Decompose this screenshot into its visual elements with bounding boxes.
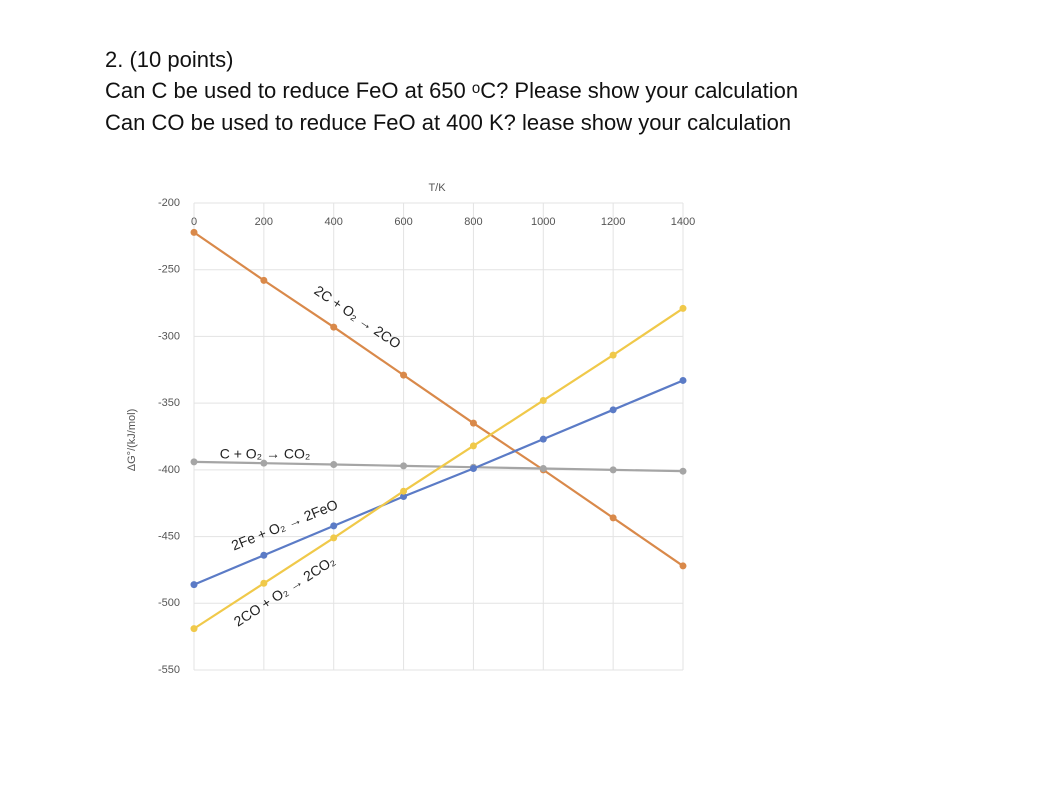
x-tick-label: 200 [255, 216, 273, 228]
question-number: 2. (10 points) [105, 47, 234, 72]
series-line [193, 379, 684, 586]
y-tick-label: -500 [158, 597, 180, 609]
data-point [330, 522, 338, 530]
data-point [260, 459, 268, 467]
data-point [190, 228, 198, 236]
question-line: Can CO be used to reduce FeO at 400 K? l… [105, 110, 792, 135]
x-tick-label: 800 [464, 216, 482, 228]
data-point [330, 323, 338, 331]
data-point [609, 351, 617, 359]
data-point [260, 551, 268, 559]
data-point [190, 581, 198, 589]
y-tick-label: -450 [158, 530, 180, 542]
series-label: 2C + O₂ → 2CO [311, 282, 404, 352]
data-point [539, 465, 547, 473]
y-tick-label: -250 [158, 264, 180, 276]
x-tick-label: 600 [394, 216, 412, 228]
x-tick-label: 0 [191, 216, 197, 228]
data-point [679, 562, 687, 570]
y-axis-title: ΔG°/(kJ/mol) [126, 409, 138, 471]
series-label: C + O₂ → CO₂ [220, 446, 311, 462]
x-tick-label: 1200 [601, 216, 625, 228]
data-point [190, 625, 198, 633]
data-point [679, 467, 687, 475]
series-label: 2CO + O₂ → 2CO₂ [231, 552, 338, 629]
data-point [609, 406, 617, 414]
series-line [193, 307, 684, 630]
data-point [679, 304, 687, 312]
data-point [539, 435, 547, 443]
data-point [469, 465, 477, 473]
data-point [400, 487, 408, 495]
data-point [260, 276, 268, 284]
y-tick-label: -300 [158, 330, 180, 342]
x-tick-label: 400 [325, 216, 343, 228]
data-point [330, 461, 338, 469]
series-line [193, 231, 684, 567]
data-point [400, 493, 408, 501]
series-line [193, 460, 684, 473]
x-axis-title: T/K [428, 182, 446, 194]
y-tick-label: -550 [158, 664, 180, 676]
data-point [469, 442, 477, 450]
data-point [400, 462, 408, 470]
data-point [679, 376, 687, 384]
x-tick-label: 1400 [671, 216, 695, 228]
y-tick-label: -350 [158, 397, 180, 409]
data-point [190, 458, 198, 466]
data-point [609, 514, 617, 522]
data-point [539, 396, 547, 404]
data-point [330, 534, 338, 542]
data-point [400, 371, 408, 379]
x-tick-label: 1000 [531, 216, 555, 228]
y-tick-label: -400 [158, 464, 180, 476]
question-line: Can C be used to reduce FeO at 650 ᵒC? P… [105, 78, 799, 103]
y-tick-label: -200 [158, 197, 180, 209]
data-point [609, 466, 617, 474]
data-point [469, 419, 477, 427]
data-point [260, 579, 268, 587]
